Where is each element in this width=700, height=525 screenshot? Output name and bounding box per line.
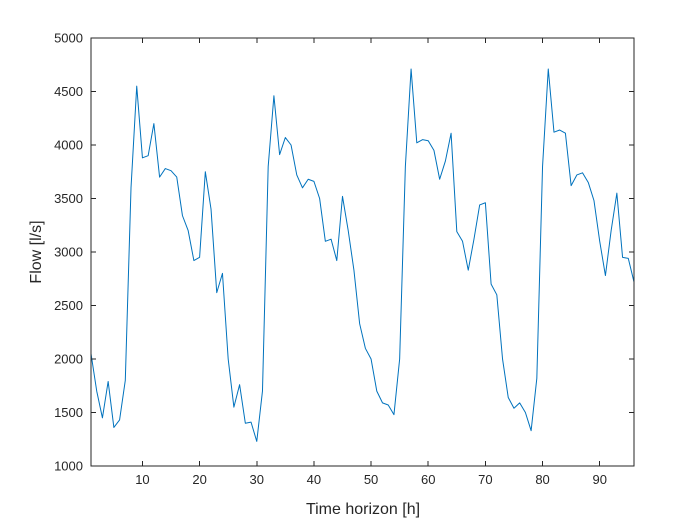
plot-area [91,38,634,466]
x-tick-label: 90 [592,472,606,487]
y-tick-label: 4500 [54,84,83,99]
x-tick-label: 30 [250,472,264,487]
series-line-0 [90,68,635,442]
y-tick-label: 3500 [54,191,83,206]
y-tick-label: 1000 [54,459,83,474]
x-tick-label: 80 [535,472,549,487]
ticks-layer: 10 20 30 40 50 60 70 80 90 1000 1500 2000 2500 3000 35… [54,31,634,487]
x-tick-label: 70 [478,472,492,487]
y-axis-label: Flow [l/s] [28,220,45,283]
y-tick-label: 5000 [54,31,83,46]
y-tick-label: 3000 [54,245,83,260]
x-axis-label: Time horizon [h] [306,501,420,518]
x-tick-label: 10 [135,472,149,487]
y-tick-label: 2500 [54,298,83,313]
x-tick-label: 50 [364,472,378,487]
y-tick-label: 4000 [54,138,83,153]
x-tick-label: 20 [192,472,206,487]
x-tick-label: 60 [421,472,435,487]
y-tick-label: 1500 [54,405,83,420]
y-tick-label: 2000 [54,352,83,367]
x-tick-label: 40 [307,472,321,487]
series-layer [90,68,635,442]
